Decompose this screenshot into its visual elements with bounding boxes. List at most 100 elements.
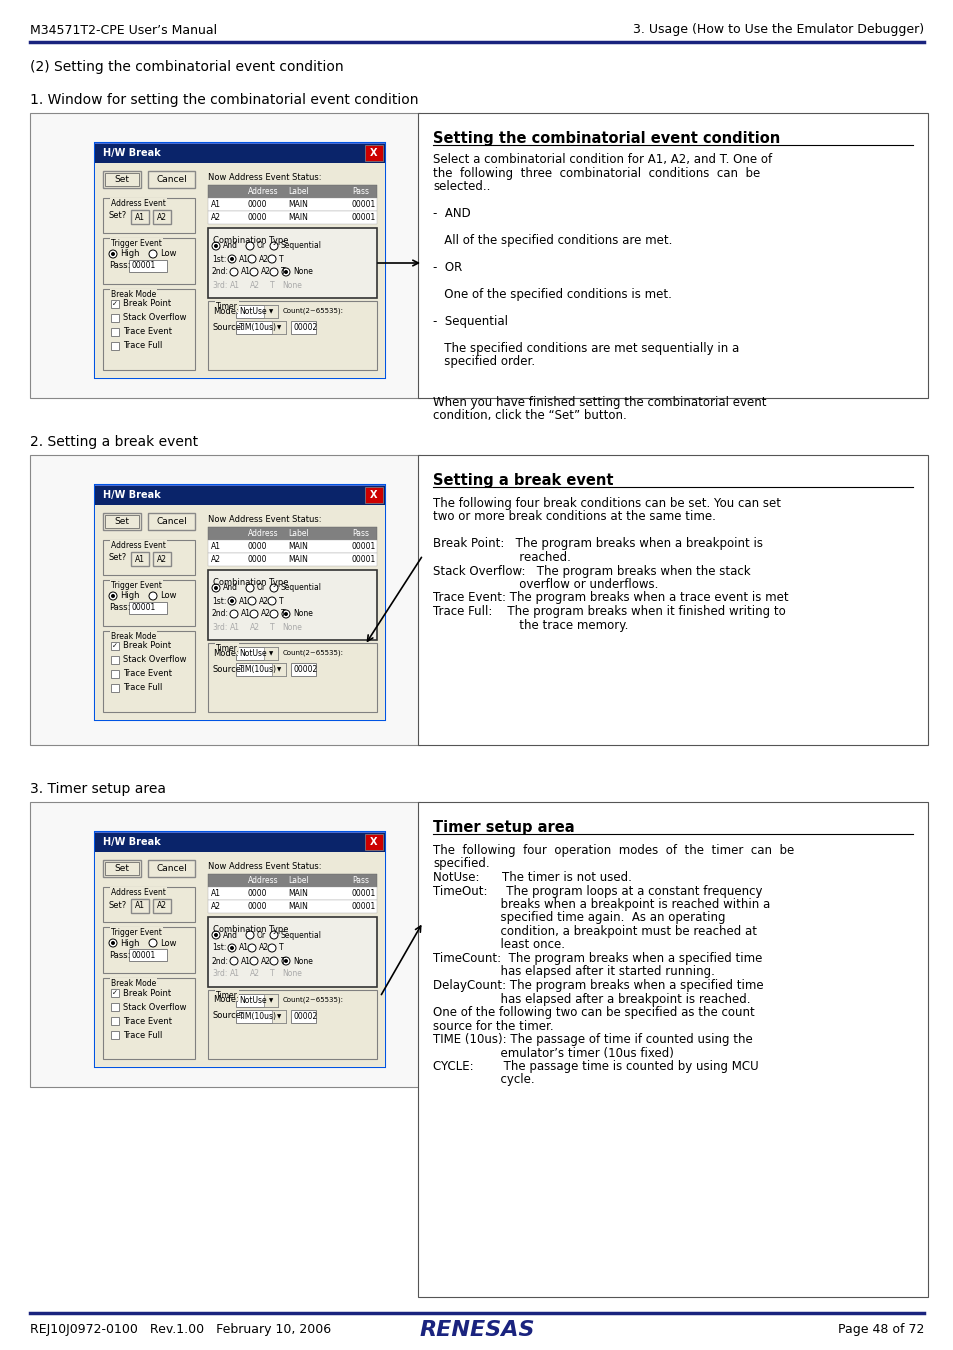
- Bar: [235, 305, 277, 319]
- Text: Set: Set: [114, 864, 130, 873]
- Circle shape: [213, 933, 218, 937]
- Text: 00002: 00002: [294, 1012, 318, 1021]
- Text: NotUse: NotUse: [239, 649, 266, 657]
- Circle shape: [230, 269, 237, 275]
- Text: None: None: [293, 609, 313, 618]
- Text: source for the timer.: source for the timer.: [433, 1019, 553, 1033]
- Bar: [235, 663, 286, 676]
- Text: Stack Overflow: Stack Overflow: [123, 656, 186, 664]
- Bar: [95, 163, 385, 378]
- Text: emulator’s timer (10us fixed): emulator’s timer (10us fixed): [433, 1046, 673, 1060]
- Bar: [208, 873, 376, 887]
- Bar: [417, 113, 927, 398]
- Text: M34571T2-CPE User’s Manual: M34571T2-CPE User’s Manual: [30, 23, 217, 36]
- Text: 2nd:: 2nd:: [212, 957, 229, 965]
- Bar: [235, 647, 277, 660]
- Text: A1: A1: [241, 609, 251, 618]
- Text: Label: Label: [288, 188, 309, 196]
- Text: ▼: ▼: [276, 325, 281, 329]
- Circle shape: [270, 610, 277, 618]
- Text: Low: Low: [160, 250, 176, 258]
- Bar: [105, 173, 139, 186]
- Text: A2: A2: [258, 255, 269, 263]
- Text: 00001: 00001: [132, 950, 156, 960]
- Bar: [152, 211, 171, 224]
- Text: Trace Event: The program breaks when a trace event is met: Trace Event: The program breaks when a t…: [433, 591, 788, 605]
- Text: Cancel: Cancel: [156, 864, 187, 873]
- Text: 1. Window for setting the combinatorial event condition: 1. Window for setting the combinatorial …: [30, 93, 418, 107]
- Bar: [264, 305, 277, 319]
- Bar: [95, 143, 385, 163]
- Circle shape: [109, 940, 117, 946]
- Bar: [105, 514, 139, 528]
- Text: 00001: 00001: [132, 262, 156, 270]
- Text: ✓: ✓: [112, 643, 118, 649]
- Bar: [103, 630, 194, 711]
- Text: A1: A1: [211, 890, 221, 898]
- Text: -  Sequential: - Sequential: [433, 315, 507, 328]
- Bar: [103, 171, 141, 188]
- Text: 00002: 00002: [294, 323, 318, 332]
- Text: Trace Full: Trace Full: [123, 342, 162, 351]
- Circle shape: [246, 585, 253, 593]
- Text: specified time again.  As an operating: specified time again. As an operating: [433, 911, 724, 925]
- Text: Now Address Event Status:: Now Address Event Status:: [208, 514, 321, 524]
- Text: 3rd:: 3rd:: [212, 622, 227, 632]
- Circle shape: [270, 931, 277, 940]
- Circle shape: [270, 957, 277, 965]
- Text: Trace Full: Trace Full: [123, 1030, 162, 1040]
- Text: Break Mode: Break Mode: [111, 632, 156, 641]
- Text: NotUse:      The timer is not used.: NotUse: The timer is not used.: [433, 871, 631, 884]
- Text: Cancel: Cancel: [156, 517, 187, 526]
- Text: Low: Low: [160, 591, 176, 601]
- Text: Mode:: Mode:: [213, 648, 238, 657]
- Text: Source:: Source:: [213, 1011, 245, 1021]
- Bar: [95, 852, 385, 1066]
- Text: Setting the combinatorial event condition: Setting the combinatorial event conditio…: [433, 131, 780, 146]
- Circle shape: [268, 944, 275, 952]
- Circle shape: [284, 612, 288, 616]
- Text: A1: A1: [239, 944, 249, 953]
- Bar: [30, 455, 419, 745]
- Text: -  OR: - OR: [433, 261, 462, 274]
- Text: A1: A1: [241, 957, 251, 965]
- Text: 1st:: 1st:: [212, 944, 226, 953]
- Text: A1: A1: [211, 200, 221, 209]
- Text: The specified conditions are met sequentially in a: The specified conditions are met sequent…: [433, 342, 739, 355]
- Text: Address Event: Address Event: [111, 888, 166, 896]
- Bar: [111, 328, 119, 336]
- Text: Address Event: Address Event: [111, 541, 166, 549]
- Bar: [103, 540, 194, 575]
- Circle shape: [111, 252, 115, 256]
- Bar: [291, 663, 315, 676]
- Bar: [272, 321, 286, 333]
- Text: has elapsed after it started running.: has elapsed after it started running.: [433, 965, 714, 979]
- Circle shape: [109, 593, 117, 599]
- Text: Pass: Pass: [352, 529, 369, 539]
- Text: Low: Low: [160, 938, 176, 948]
- Bar: [103, 860, 141, 878]
- Bar: [131, 552, 149, 566]
- Text: T: T: [281, 609, 285, 618]
- Text: Address Event: Address Event: [111, 198, 166, 208]
- Bar: [208, 228, 376, 298]
- Text: 2nd:: 2nd:: [212, 267, 229, 277]
- Text: A2: A2: [211, 213, 221, 221]
- Text: A1: A1: [135, 902, 145, 910]
- Text: A2: A2: [250, 281, 260, 289]
- Text: the trace memory.: the trace memory.: [433, 618, 628, 632]
- Text: T: T: [270, 969, 274, 979]
- Text: A2: A2: [157, 555, 167, 563]
- Text: A1: A1: [211, 541, 221, 551]
- Circle shape: [109, 250, 117, 258]
- Circle shape: [282, 269, 290, 275]
- Text: 2. Setting a break event: 2. Setting a break event: [30, 435, 198, 450]
- Text: ✓: ✓: [112, 990, 118, 996]
- Text: A1: A1: [239, 255, 249, 263]
- Circle shape: [230, 957, 237, 965]
- Bar: [95, 485, 385, 505]
- Bar: [208, 301, 376, 370]
- Bar: [111, 300, 119, 308]
- Text: TimeOut:     The program loops at a constant frequency: TimeOut: The program loops at a constant…: [433, 884, 761, 898]
- Text: Stack Overflow: Stack Overflow: [123, 313, 186, 323]
